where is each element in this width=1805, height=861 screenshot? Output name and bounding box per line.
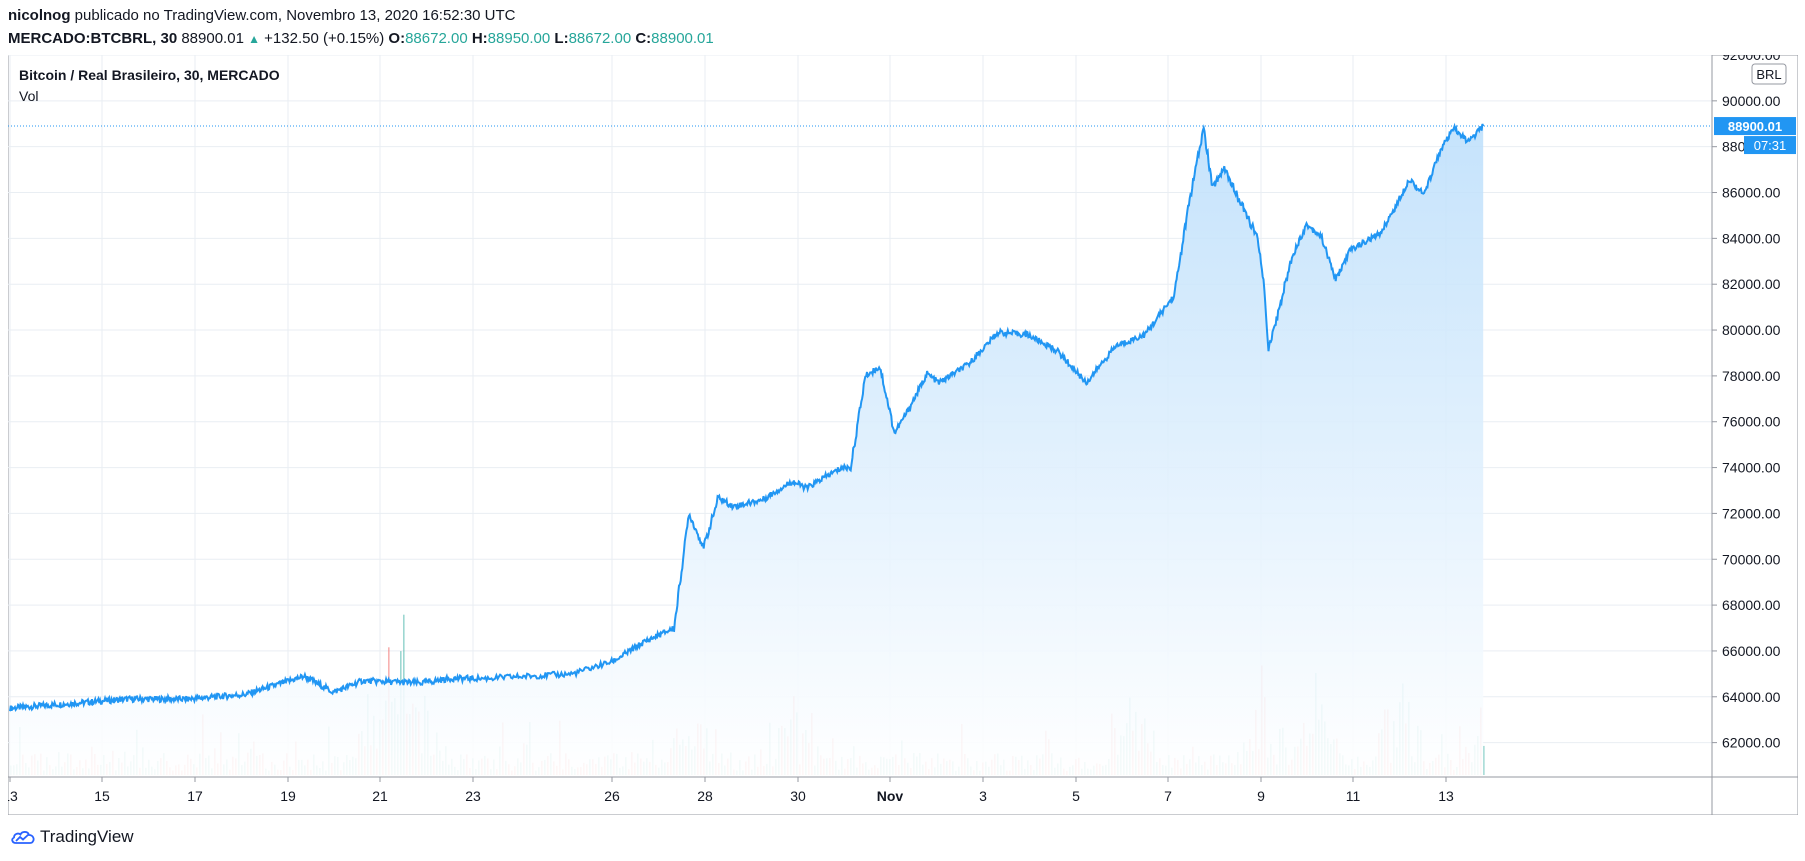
time-tick-label: 3 xyxy=(979,788,987,804)
price-tick-label: 66000.00 xyxy=(1722,643,1781,659)
price-tick-label: 72000.00 xyxy=(1722,505,1781,521)
price-tag: 88900.01 07:31 xyxy=(1714,117,1796,155)
time-tick-label: Nov xyxy=(877,788,904,804)
close-label: C: xyxy=(635,30,652,47)
publish-line: nicolnog publicado no TradingView.com, N… xyxy=(8,6,1788,26)
low-label: L: xyxy=(554,30,569,47)
price-tick-label: 68000.00 xyxy=(1722,597,1781,613)
time-tick-label: 23 xyxy=(465,788,481,804)
price-tick-label: 74000.00 xyxy=(1722,460,1781,476)
high-label: H: xyxy=(471,30,488,47)
open-value: 88672.00 xyxy=(405,30,468,47)
time-tick-label: 13 xyxy=(1438,788,1454,804)
currency-label: BRL xyxy=(1756,67,1781,82)
time-tick-label: 21 xyxy=(372,788,388,804)
price-line[interactable] xyxy=(9,122,1485,713)
price-chart[interactable]: 92000.0090000.0088000.0086000.0084000.00… xyxy=(2,47,1799,816)
tradingview-brand[interactable]: TradingView xyxy=(40,827,134,846)
currency-badge[interactable]: BRL xyxy=(1751,63,1787,85)
price-area xyxy=(10,124,1484,777)
tradingview-cloud-icon xyxy=(11,831,35,844)
chart-header: nicolnog publicado no TradingView.com, N… xyxy=(8,6,1788,49)
symbol-label[interactable]: MERCADO:BTCBRL, 30 xyxy=(8,30,178,47)
time-tick-label: 17 xyxy=(187,788,203,804)
volume-bar xyxy=(1483,745,1485,775)
close-value: 88900.01 xyxy=(651,30,714,47)
price-tag-value: 88900.01 xyxy=(1728,119,1782,134)
last-price: 88900.01 xyxy=(181,30,244,47)
time-axis[interactable]: 13 15 17 19 21 23 26 28 30 Nov 3 5 7 9 11 13 xyxy=(2,777,1454,804)
price-tick-label: 78000.00 xyxy=(1722,368,1781,384)
open-label: O: xyxy=(388,30,406,47)
high-value: 88950.00 xyxy=(487,30,551,47)
time-tick-label: 11 xyxy=(1346,788,1361,804)
price-tick-label: 90000.00 xyxy=(1722,93,1781,109)
author-name[interactable]: nicolnog xyxy=(8,7,71,24)
time-tick-label: 30 xyxy=(790,788,806,804)
time-tick-label: 5 xyxy=(1072,788,1080,804)
ohlc-line: MERCADO:BTCBRL, 30 88900.01 ▲ +132.50 (+… xyxy=(8,29,1788,49)
time-tick-label: 15 xyxy=(94,788,110,804)
price-tick-label: 70000.00 xyxy=(1722,551,1781,567)
price-tick-label: 64000.00 xyxy=(1722,689,1781,705)
footer: TradingView xyxy=(10,826,134,848)
price-tick-label: 86000.00 xyxy=(1722,185,1781,201)
price-tick-label: 92000.00 xyxy=(1722,55,1781,63)
time-tick-label: 19 xyxy=(280,788,296,804)
price-tag-countdown: 07:31 xyxy=(1754,138,1787,153)
arrow-up-icon: ▲ xyxy=(248,32,260,46)
price-tick-label: 62000.00 xyxy=(1722,735,1781,751)
price-axis[interactable]: 92000.0090000.0088000.0086000.0084000.00… xyxy=(1712,47,1781,751)
price-tick-label: 82000.00 xyxy=(1722,276,1781,292)
time-tick-label: 9 xyxy=(1257,788,1265,804)
legend-title: Bitcoin / Real Brasileiro, 30, MERCADO xyxy=(19,67,280,83)
chart-svg[interactable]: 92000.0090000.0088000.0086000.0084000.00… xyxy=(2,47,1799,816)
low-value: 88672.00 xyxy=(568,30,632,47)
time-tick-label: 13 xyxy=(8,788,18,804)
price-change: +132.50 (+0.15%) xyxy=(264,30,385,47)
time-tick-label: 7 xyxy=(1164,788,1172,804)
price-tick-label: 76000.00 xyxy=(1722,414,1781,430)
publish-info: publicado no TradingView.com, Novembro 1… xyxy=(74,7,516,24)
time-tick-label: 26 xyxy=(604,788,620,804)
price-tick-label: 80000.00 xyxy=(1722,322,1781,338)
price-tick-label: 84000.00 xyxy=(1722,230,1781,246)
time-tick-label: 28 xyxy=(697,788,713,804)
legend-vol: Vol xyxy=(19,88,38,104)
